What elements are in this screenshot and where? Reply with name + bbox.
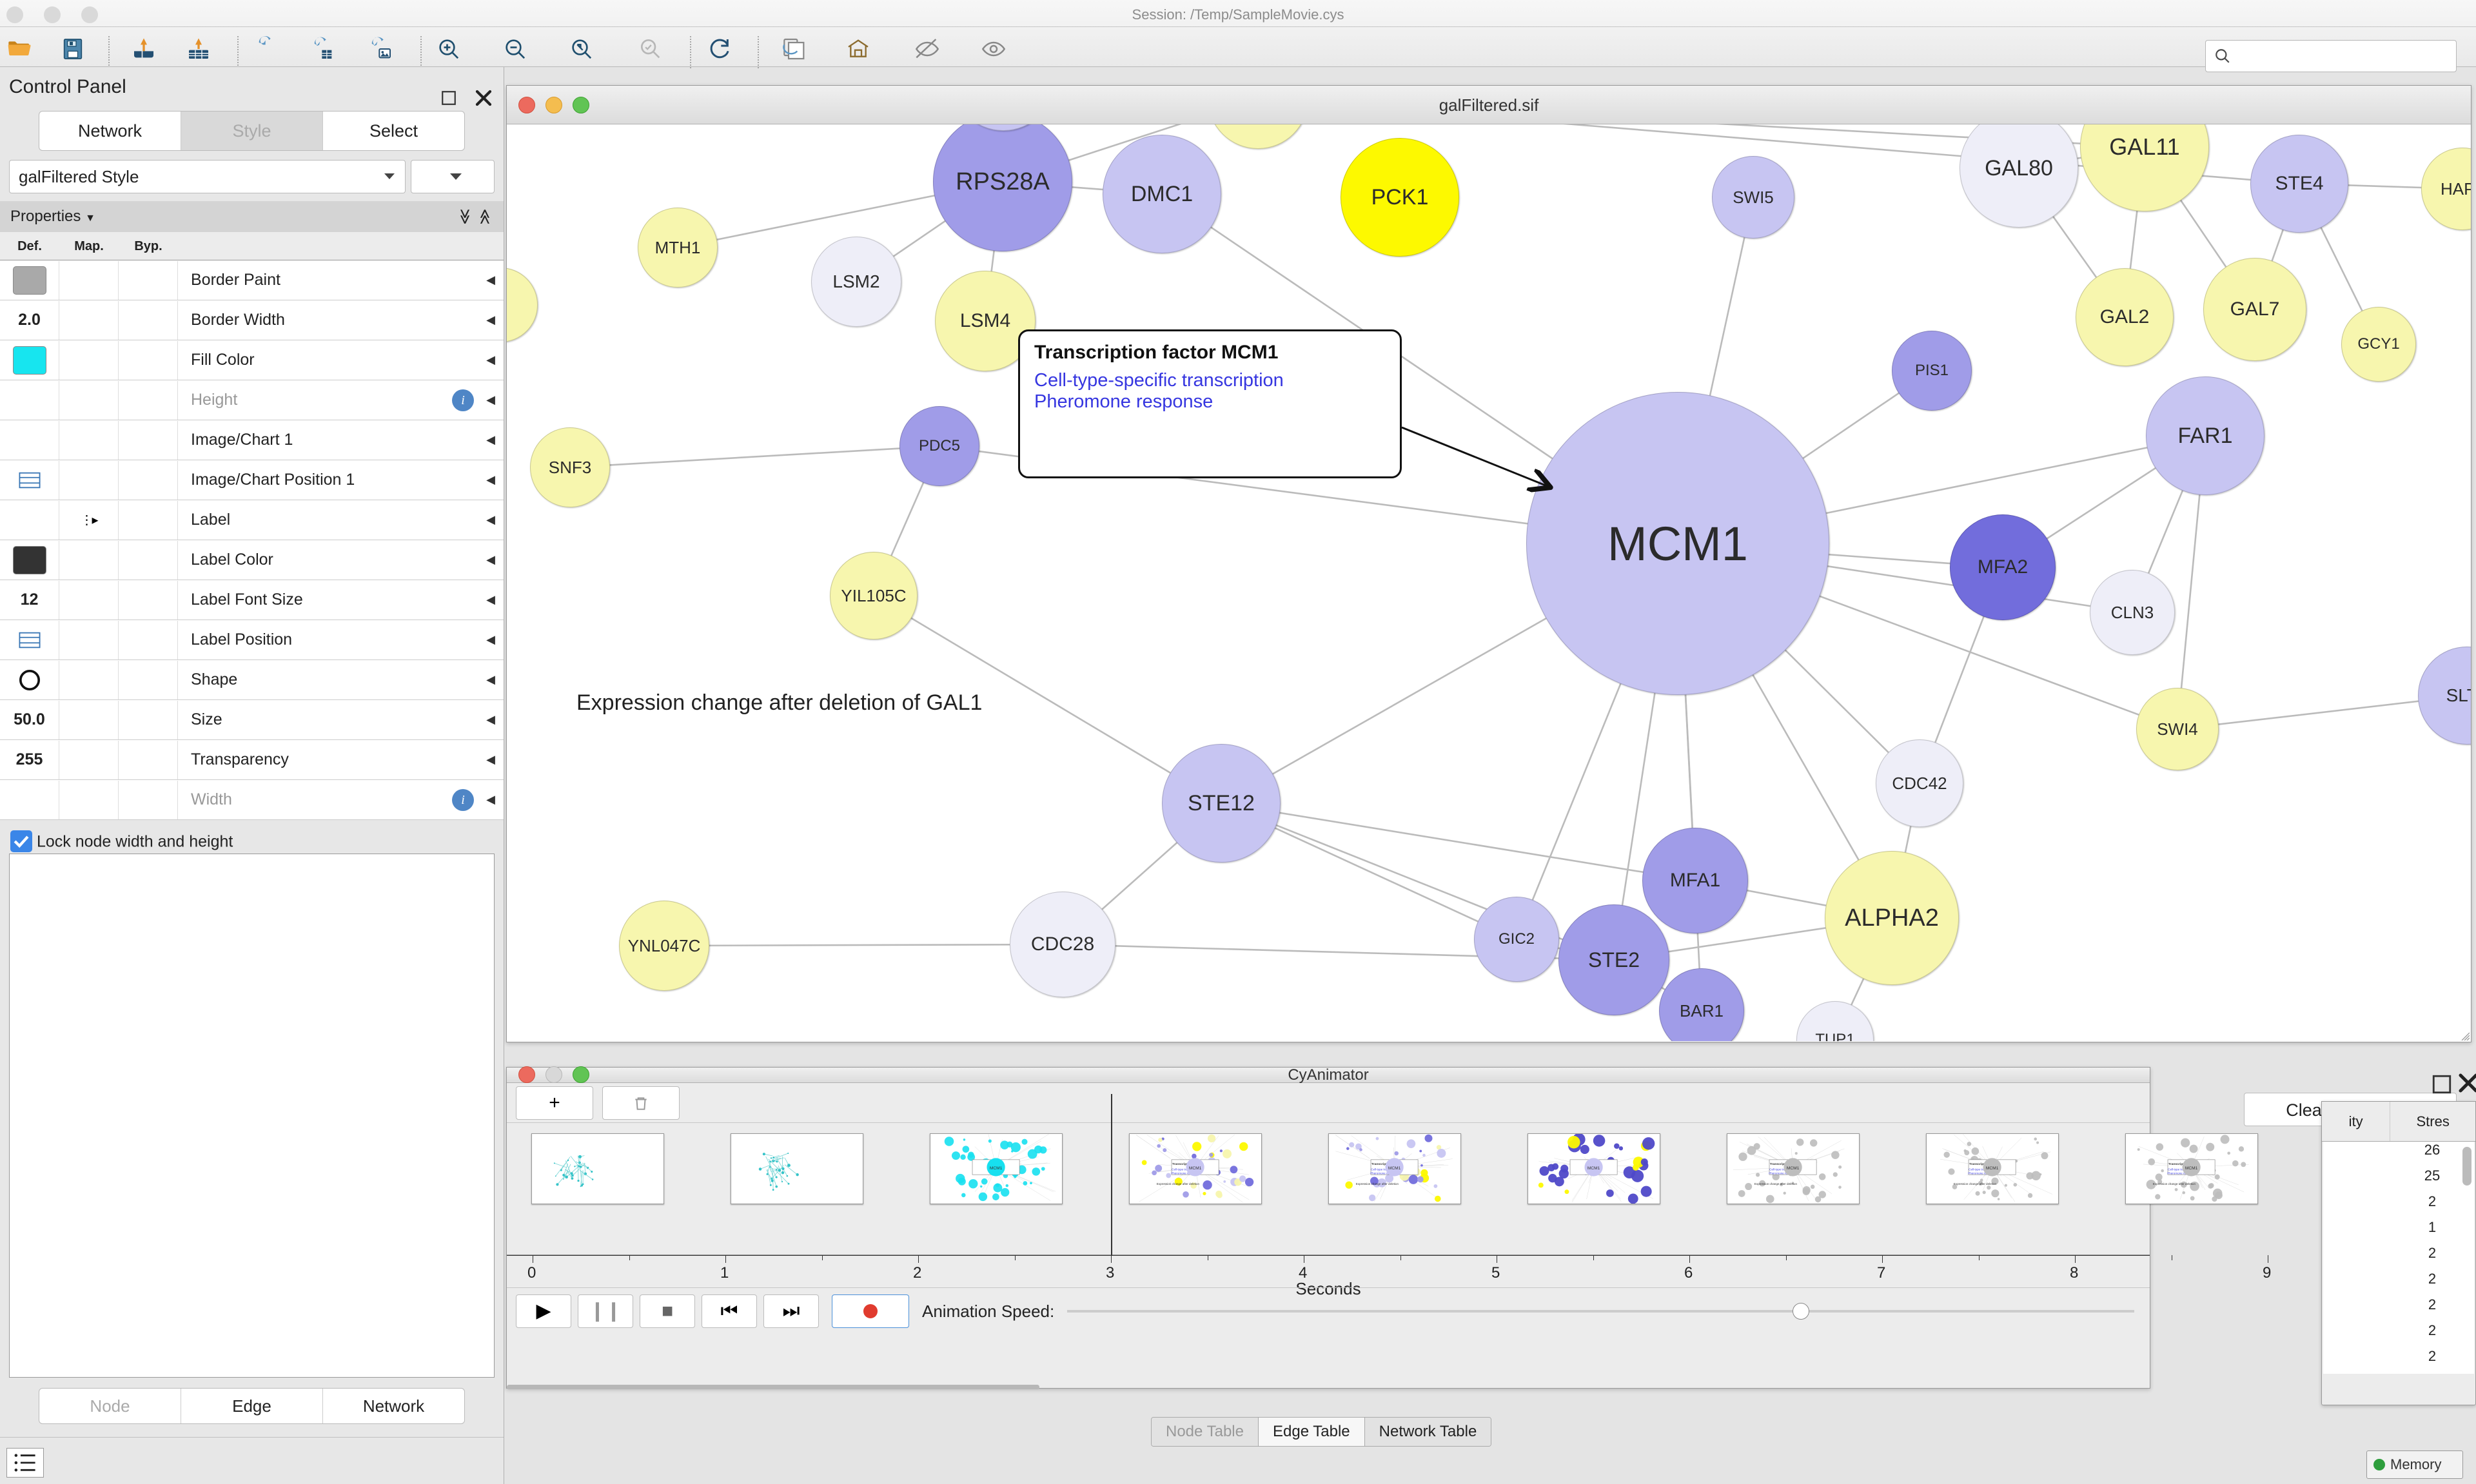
svg-text:MCM1: MCM1: [1787, 1166, 1800, 1171]
svg-text:MCM1: MCM1: [2185, 1166, 2198, 1171]
svg-text:Expression change after deleti: Expression change after deletion: [1157, 1182, 1200, 1186]
svg-text:MCM1: MCM1: [990, 1166, 1003, 1171]
svg-text:Expression change after deleti: Expression change after deletion: [1356, 1182, 1399, 1186]
svg-text:Expression change after deleti: Expression change after deletion: [1954, 1182, 1997, 1186]
svg-text:MCM1: MCM1: [1189, 1166, 1202, 1171]
svg-text:MCM1: MCM1: [1388, 1166, 1401, 1171]
svg-text:Expression change after deleti: Expression change after deletion: [2153, 1182, 2196, 1186]
svg-text:MCM1: MCM1: [1587, 1166, 1600, 1171]
svg-text:Expression change after deleti: Expression change after deletion: [1754, 1182, 1798, 1186]
svg-text:MCM1: MCM1: [1986, 1166, 1999, 1171]
